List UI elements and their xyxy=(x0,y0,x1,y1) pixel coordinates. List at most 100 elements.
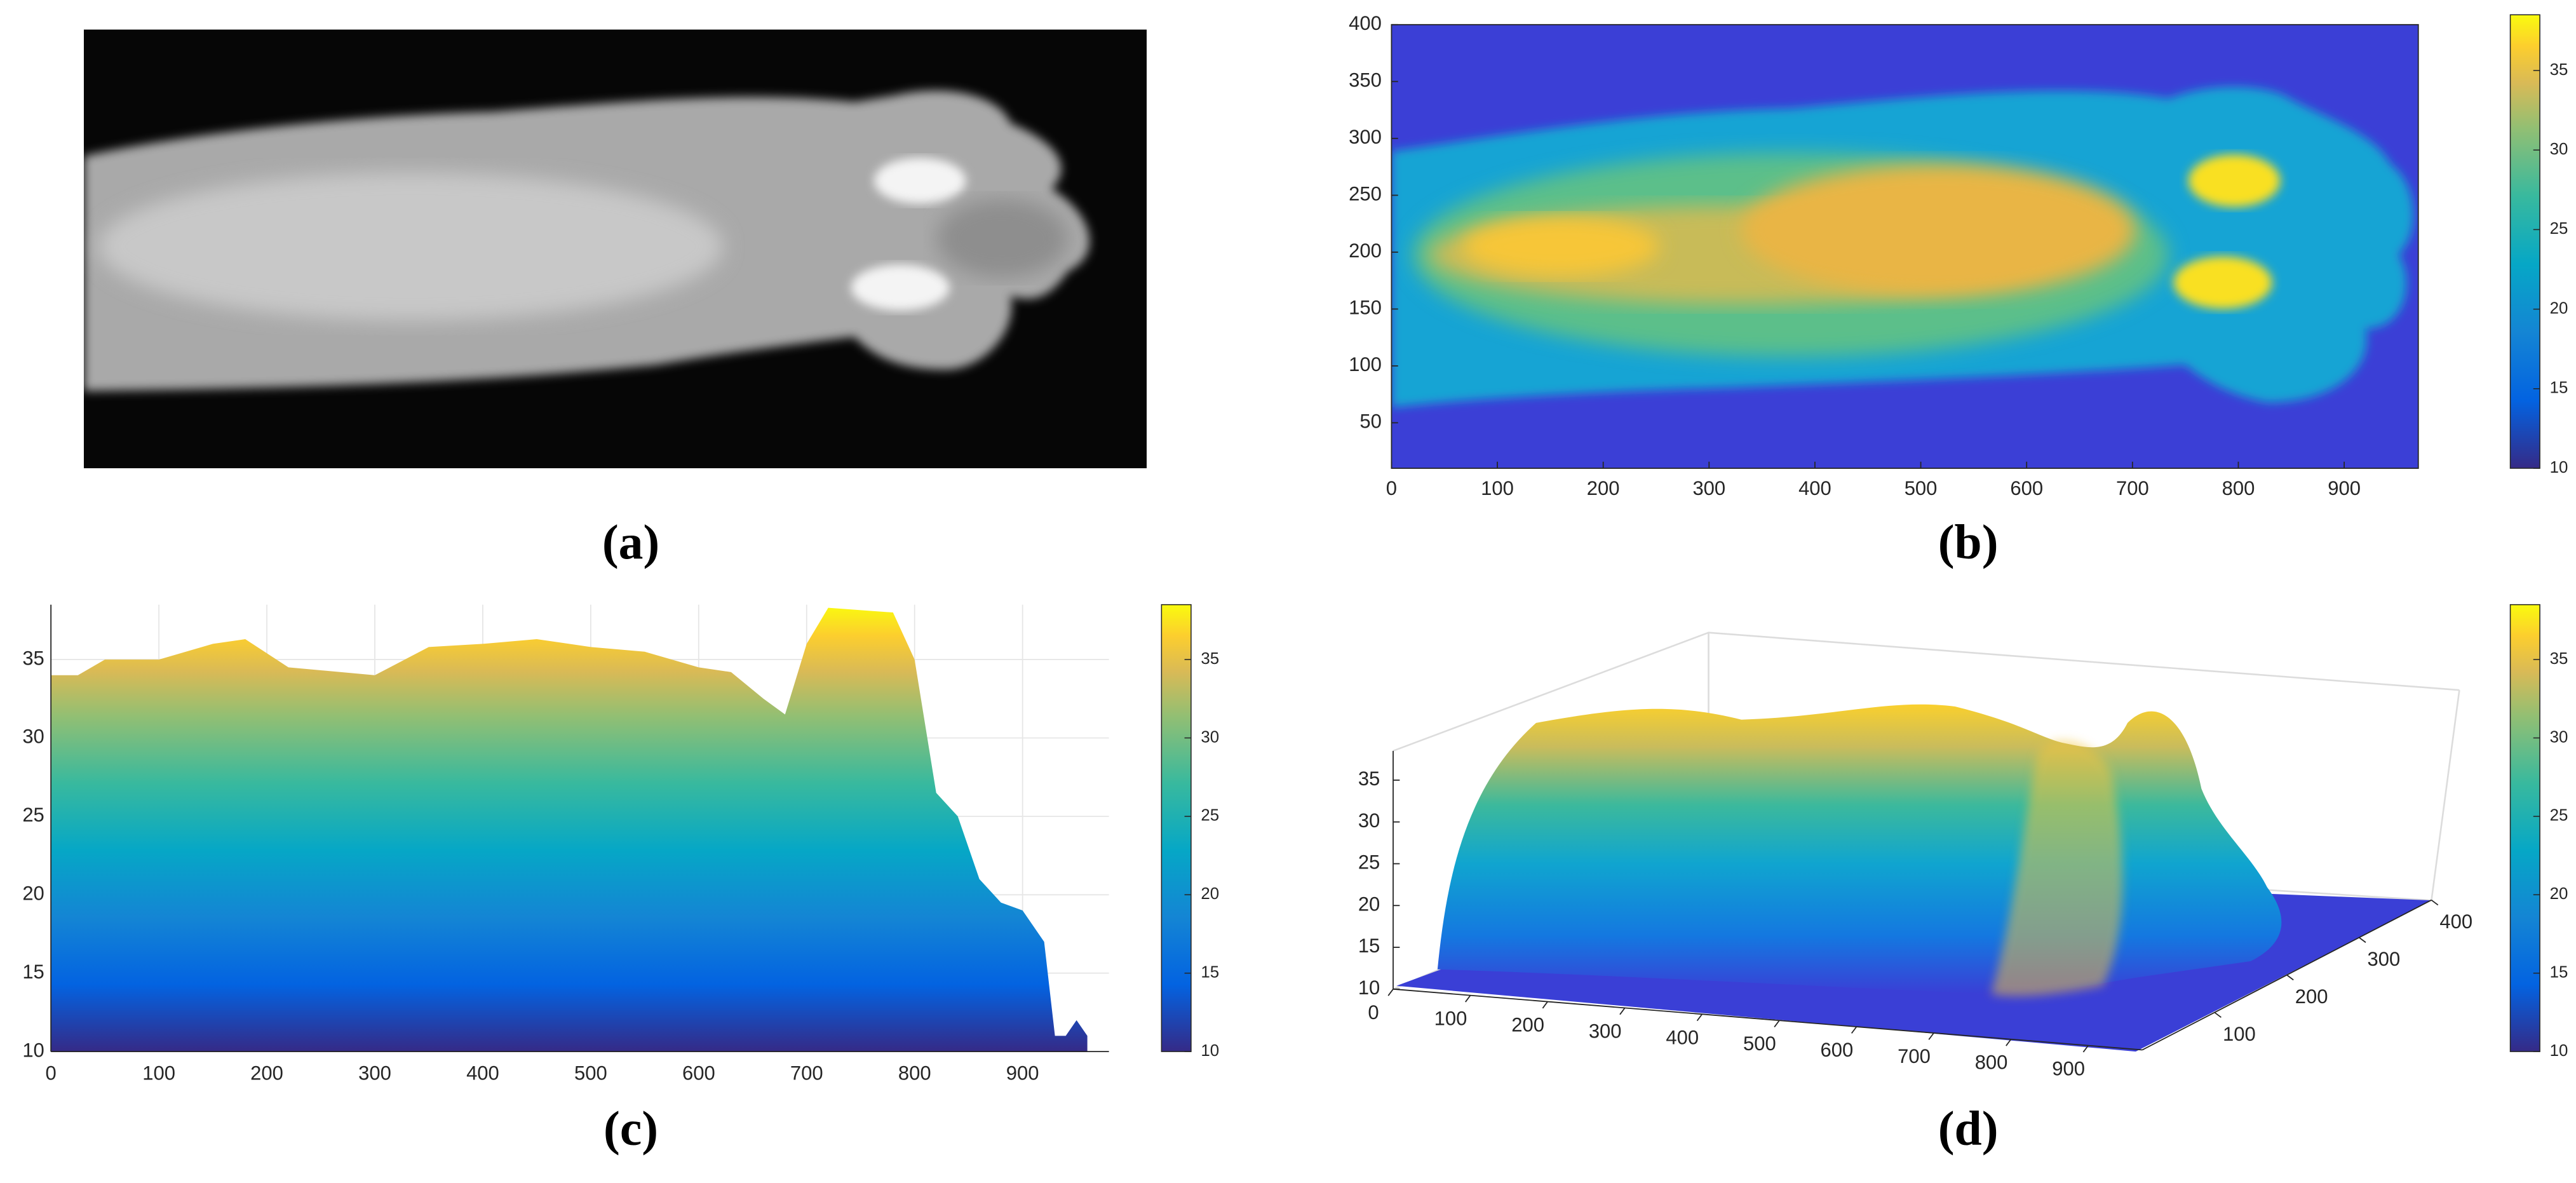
colorbar-tick-label: 30 xyxy=(2550,728,2568,746)
y-tick-label: 250 xyxy=(1349,183,1382,205)
y-tick-label: 300 xyxy=(1349,126,1382,148)
x-tick xyxy=(1465,995,1471,1003)
y-tick-label: 400 xyxy=(1349,12,1382,34)
panel-b-image xyxy=(1391,24,2418,469)
axis-line xyxy=(2141,899,2432,1051)
x-tick-label: 400 xyxy=(1798,477,1831,499)
colorbar-tick-label: 35 xyxy=(2550,650,2568,668)
colorbar-tick-label: 35 xyxy=(1201,650,1219,668)
x-tick xyxy=(1387,989,1394,996)
x-tick-label: 800 xyxy=(1975,1051,2008,1074)
y-tick-label: 30 xyxy=(22,726,44,748)
y-tick-label: 350 xyxy=(1349,69,1382,91)
y-tick-label: 25 xyxy=(22,804,44,826)
z-tick-label: 30 xyxy=(1358,809,1380,832)
colorbar-tick-label: 10 xyxy=(1201,1042,1219,1060)
x-tick xyxy=(1928,1032,1934,1040)
y-tick-label: 50 xyxy=(1359,410,1382,433)
x-tick-label: 400 xyxy=(1666,1026,1699,1048)
x-tick-label: 500 xyxy=(574,1062,607,1085)
x-tick-label: 100 xyxy=(142,1062,175,1085)
axis-line xyxy=(1393,988,2143,1051)
y-tick-label: 10 xyxy=(22,1039,44,1061)
colorbar-tick-label: 20 xyxy=(2550,885,2568,903)
x-tick-label: 900 xyxy=(2328,477,2361,499)
panel-label: (d) xyxy=(1938,1101,1999,1156)
colorbar-tick-label: 25 xyxy=(2550,220,2568,238)
x-tick xyxy=(1696,1013,1703,1022)
x-tick-label: 200 xyxy=(1511,1014,1544,1036)
x-tick-label: 100 xyxy=(1434,1008,1467,1030)
y-tick xyxy=(2359,936,2366,943)
z-tick-label: 25 xyxy=(1358,851,1380,874)
colorbar-tick-label: 10 xyxy=(2550,1042,2568,1060)
x-tick xyxy=(1619,1007,1626,1015)
panel-label: (b) xyxy=(1938,515,1999,569)
x-tick-label: 700 xyxy=(790,1062,823,1085)
panel-label: (a) xyxy=(602,515,659,569)
x-tick-label: 0 xyxy=(46,1062,57,1085)
x-tick xyxy=(1851,1026,1858,1034)
y-tick-label: 150 xyxy=(1349,297,1382,319)
y-tick-label: 35 xyxy=(22,647,44,669)
profile-area xyxy=(51,607,1088,1052)
x-tick-label: 700 xyxy=(2116,477,2149,499)
x-tick-label: 500 xyxy=(1743,1032,1776,1055)
panel-d-surface xyxy=(1437,704,2282,996)
panel-label: (c) xyxy=(604,1101,658,1156)
y-tick-label: 20 xyxy=(22,882,44,904)
y-tick-label: 100 xyxy=(1349,353,1382,375)
y-tick-label: 400 xyxy=(2439,910,2472,933)
x-tick-label: 900 xyxy=(2052,1058,2085,1080)
y-tick-label: 15 xyxy=(22,961,44,983)
x-tick-label: 700 xyxy=(1898,1045,1931,1067)
colorbar xyxy=(1161,604,1192,1052)
y-tick-label: 200 xyxy=(2295,985,2328,1008)
z-tick-label: 15 xyxy=(1358,935,1380,957)
x-tick xyxy=(2006,1039,2012,1046)
x-tick-label: 600 xyxy=(2010,477,2043,499)
colorbar xyxy=(2509,14,2540,469)
x-tick-label: 800 xyxy=(2222,477,2255,499)
y-tick xyxy=(2431,899,2439,906)
colorbar-tick-label: 30 xyxy=(2550,140,2568,158)
x-tick-label: 500 xyxy=(1905,477,1938,499)
z-tick-label: 20 xyxy=(1358,893,1380,915)
x-tick-label: 300 xyxy=(1589,1020,1622,1042)
colorbar xyxy=(2509,604,2540,1052)
x-tick-label: 200 xyxy=(1587,477,1620,499)
axes-frame xyxy=(1391,24,2419,469)
colorbar-tick-label: 20 xyxy=(2550,299,2568,317)
x-tick-label: 300 xyxy=(358,1062,391,1085)
y-tick xyxy=(2214,1011,2222,1018)
y-tick-label: 300 xyxy=(2368,948,2401,970)
colorbar-tick-label: 15 xyxy=(2550,379,2568,397)
colorbar-tick-label: 35 xyxy=(2550,61,2568,79)
x-tick-label: 300 xyxy=(1692,477,1725,499)
x-tick-label: 100 xyxy=(1481,477,1514,499)
colorbar-tick-label: 25 xyxy=(2550,807,2568,825)
x-tick xyxy=(2082,1045,2089,1053)
x-tick-label: 400 xyxy=(466,1062,499,1085)
colorbar-tick-label: 30 xyxy=(1201,728,1219,746)
x-tick-label: 600 xyxy=(682,1062,715,1085)
panel-a-image xyxy=(83,29,1147,469)
z-tick-label: 10 xyxy=(1358,977,1380,999)
y-tick-label: 200 xyxy=(1349,240,1382,262)
x-tick-label: 0 xyxy=(1368,1001,1379,1024)
colorbar-tick-label: 15 xyxy=(2550,964,2568,982)
x-tick-label: 200 xyxy=(250,1062,283,1085)
colorbar-tick-label: 10 xyxy=(2550,459,2568,477)
colorbar-tick-label: 15 xyxy=(1201,964,1219,982)
panel-d-surface-ridge xyxy=(1991,740,2123,997)
x-tick-label: 0 xyxy=(1386,477,1397,499)
x-tick xyxy=(1542,1001,1548,1009)
colorbar-tick-label: 20 xyxy=(1201,885,1219,903)
x-tick-label: 800 xyxy=(898,1062,931,1085)
x-tick-label: 600 xyxy=(1821,1039,1854,1061)
colorbar-tick-label: 25 xyxy=(1201,807,1219,825)
y-tick xyxy=(2286,974,2294,981)
y-tick-label: 100 xyxy=(2223,1023,2256,1045)
